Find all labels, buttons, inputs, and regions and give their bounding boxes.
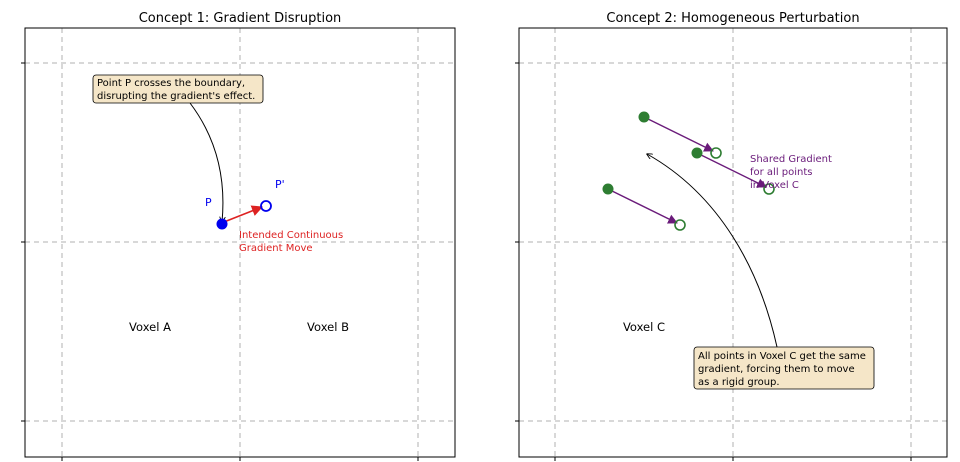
callout-line: Point P crosses the boundary, bbox=[97, 78, 245, 89]
callout-line: disrupting the gradient's effect. bbox=[97, 91, 255, 102]
callout-box bbox=[693, 346, 875, 390]
point-p-label: P bbox=[205, 196, 212, 209]
panel1-ticks bbox=[21, 62, 419, 461]
point-moved bbox=[710, 147, 722, 159]
panel-gradient-disruption: Concept 1: Gradient Disruption Voxel A V… bbox=[21, 11, 456, 461]
gradient-arrow bbox=[696, 152, 767, 188]
callout-line: All points in Voxel C get the same bbox=[698, 351, 866, 362]
gradient-arrow bbox=[607, 188, 678, 224]
voxel-c-label: Voxel C bbox=[623, 320, 665, 334]
panel1-title: Concept 1: Gradient Disruption bbox=[139, 11, 342, 26]
point-p-moved-label: P' bbox=[275, 178, 285, 191]
callout-boundary: Point P crosses the boundary, disrupting… bbox=[92, 74, 264, 104]
callout-connector bbox=[647, 154, 778, 348]
shared-gradient-arrows bbox=[607, 116, 767, 224]
callout-rigid-group: All points in Voxel C get the same gradi… bbox=[693, 346, 875, 390]
point-p bbox=[216, 218, 228, 230]
point-p-moved bbox=[260, 200, 272, 212]
point-moved bbox=[674, 219, 686, 231]
move-label: Intended Continuous bbox=[239, 230, 343, 241]
panel2-title: Concept 2: Homogeneous Perturbation bbox=[606, 11, 859, 26]
panel2-ticks bbox=[515, 62, 912, 461]
point-original bbox=[638, 111, 650, 123]
voxel-c-points bbox=[602, 111, 775, 231]
point-moved bbox=[763, 183, 775, 195]
callout-box bbox=[92, 74, 264, 104]
point-original bbox=[602, 183, 614, 195]
shared-gradient-label: Shared Gradient bbox=[750, 154, 832, 165]
move-label: Gradient Move bbox=[239, 243, 313, 254]
panel-homogeneous-perturbation: Concept 2: Homogeneous Perturbation Voxe… bbox=[515, 11, 948, 461]
callout-line: as a rigid group. bbox=[698, 377, 780, 388]
gradient-move-arrow bbox=[223, 205, 264, 223]
shared-gradient-label: for all points bbox=[750, 167, 813, 178]
panel2-grid bbox=[519, 28, 947, 457]
gradient-arrow bbox=[643, 116, 714, 152]
voxel-a-label: Voxel A bbox=[129, 320, 171, 334]
voxel-b-label: Voxel B bbox=[307, 320, 349, 334]
shared-gradient-label: in Voxel C bbox=[750, 180, 799, 191]
point-original bbox=[691, 147, 703, 159]
callout-line: gradient, forcing them to move bbox=[698, 364, 855, 375]
callout-connector bbox=[189, 102, 223, 222]
